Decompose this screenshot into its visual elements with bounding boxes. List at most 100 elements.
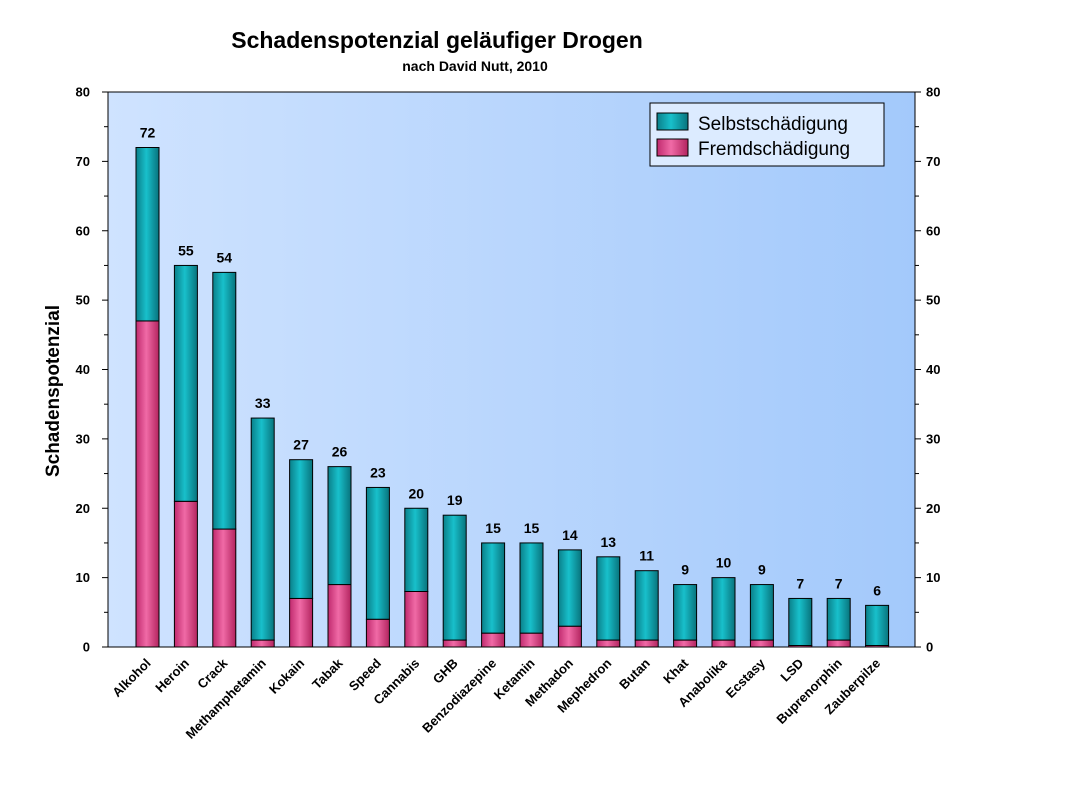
legend-swatch-selbst bbox=[656, 112, 689, 131]
bar-selbst bbox=[634, 570, 659, 641]
chart-subtitle: nach David Nutt, 2010 bbox=[402, 58, 548, 74]
bar-fremd bbox=[289, 597, 314, 648]
bar-fremd bbox=[365, 618, 390, 648]
bar-selbst bbox=[212, 271, 237, 530]
bar-selbst bbox=[557, 549, 582, 627]
bar-total-label: 20 bbox=[409, 485, 425, 501]
category-label: Crack bbox=[194, 655, 231, 692]
bar-fremd bbox=[442, 639, 467, 648]
bar-selbst bbox=[865, 604, 890, 646]
y-tick-label-left: 40 bbox=[76, 362, 90, 377]
y-tick-label-right: 30 bbox=[926, 431, 940, 446]
bar-selbst bbox=[365, 486, 390, 620]
y-tick-label-left: 30 bbox=[76, 431, 90, 446]
legend-box bbox=[649, 102, 885, 167]
category-label: Khat bbox=[660, 655, 692, 687]
bar-fremd bbox=[711, 639, 736, 648]
y-tick-label-right: 80 bbox=[926, 85, 940, 100]
category-label: Tabak bbox=[309, 655, 346, 692]
bar-total-label: 26 bbox=[332, 444, 348, 460]
bar-total-label: 23 bbox=[370, 464, 386, 480]
bar-fremd bbox=[826, 639, 851, 648]
plot-area bbox=[107, 91, 916, 648]
category-label: Heroin bbox=[152, 655, 192, 695]
bar-selbst bbox=[673, 584, 698, 641]
bar-fremd bbox=[673, 639, 698, 648]
bar-fremd bbox=[327, 584, 352, 648]
bar-selbst bbox=[135, 147, 160, 322]
bar-fremd bbox=[173, 500, 198, 648]
bar-fremd bbox=[212, 528, 237, 648]
bar-total-label: 33 bbox=[255, 395, 271, 411]
legend-label-selbst: Selbstschädigung bbox=[698, 114, 848, 135]
y-tick-label-left: 10 bbox=[76, 570, 90, 585]
bar-selbst bbox=[481, 542, 506, 634]
bar-selbst bbox=[442, 514, 467, 641]
bars: 72 55 54 33 27 26 23 20 19 15 15 14 13 11 9 10 9 7 7 6 bbox=[135, 125, 890, 648]
bar-total-label: 6 bbox=[873, 582, 881, 598]
chart-title: Schadenspotenzial geläufiger Drogen bbox=[231, 27, 643, 53]
bar-total-label: 27 bbox=[293, 437, 309, 453]
bar-fremd bbox=[135, 320, 160, 648]
bar-fremd bbox=[596, 639, 621, 648]
bar-selbst bbox=[404, 507, 429, 592]
y-tick-label-right: 40 bbox=[926, 362, 940, 377]
bar-total-label: 54 bbox=[217, 249, 233, 265]
bar-fremd bbox=[519, 632, 544, 648]
y-tick-label-right: 0 bbox=[926, 640, 933, 655]
category-label: Butan bbox=[616, 655, 653, 692]
bar-selbst bbox=[289, 459, 314, 599]
bar-total-label: 13 bbox=[601, 534, 617, 550]
bar-total-label: 9 bbox=[681, 562, 689, 578]
bar-total-label: 19 bbox=[447, 492, 463, 508]
category-label: Ecstasy bbox=[723, 655, 769, 701]
legend: Selbstschädigung Fremdschädigung bbox=[649, 102, 885, 167]
bar-selbst bbox=[250, 417, 275, 641]
bar-total-label: 55 bbox=[178, 242, 194, 258]
bar-selbst bbox=[711, 577, 736, 641]
bar-total-label: 72 bbox=[140, 125, 156, 141]
y-tick-label-left: 0 bbox=[83, 640, 90, 655]
bar-selbst bbox=[519, 542, 544, 634]
y-tick-label-right: 10 bbox=[926, 570, 940, 585]
category-label: Alkohol bbox=[109, 656, 153, 700]
bar-fremd bbox=[481, 632, 506, 648]
bar-total-label: 7 bbox=[835, 575, 843, 591]
bar-selbst bbox=[327, 466, 352, 586]
bar-selbst bbox=[826, 597, 851, 641]
bar-total-label: 7 bbox=[796, 575, 804, 591]
bar-total-label: 9 bbox=[758, 562, 766, 578]
category-label: Kokain bbox=[266, 655, 307, 696]
bar-total-label: 14 bbox=[562, 527, 578, 543]
category-label: LSD bbox=[777, 656, 806, 685]
bar-total-label: 15 bbox=[485, 520, 501, 536]
y-tick-label-right: 60 bbox=[926, 223, 940, 238]
y-tick-label-left: 20 bbox=[76, 501, 90, 516]
y-axis-label: Schadenspotenzial bbox=[43, 305, 64, 477]
bar-fremd bbox=[557, 625, 582, 648]
y-tick-label-right: 70 bbox=[926, 154, 940, 169]
bar-fremd bbox=[749, 639, 774, 648]
bar-selbst bbox=[596, 556, 621, 641]
y-tick-label-left: 50 bbox=[76, 293, 90, 308]
bar-total-label: 11 bbox=[639, 548, 654, 564]
legend-swatch-fremd bbox=[656, 138, 689, 157]
category-label: GHB bbox=[430, 656, 461, 687]
bar-selbst bbox=[788, 597, 813, 646]
y-tick-label-left: 70 bbox=[76, 154, 90, 169]
y-tick-label-left: 80 bbox=[76, 85, 90, 100]
bar-total-label: 15 bbox=[524, 520, 540, 536]
y-axis-left: 0 10 20 30 40 50 60 70 80 bbox=[76, 85, 108, 655]
bar-selbst bbox=[749, 584, 774, 641]
y-axis-right: 0 10 20 30 40 50 60 70 80 bbox=[915, 85, 940, 655]
y-tick-label-left: 60 bbox=[76, 223, 90, 238]
y-tick-label-right: 20 bbox=[926, 501, 940, 516]
legend-label-fremd: Fremdschädigung bbox=[698, 139, 850, 160]
bar-fremd bbox=[404, 591, 429, 648]
bar-fremd bbox=[634, 639, 659, 648]
bar-fremd bbox=[250, 639, 275, 648]
bar-total-label: 10 bbox=[716, 555, 732, 571]
y-tick-label-right: 50 bbox=[926, 293, 940, 308]
